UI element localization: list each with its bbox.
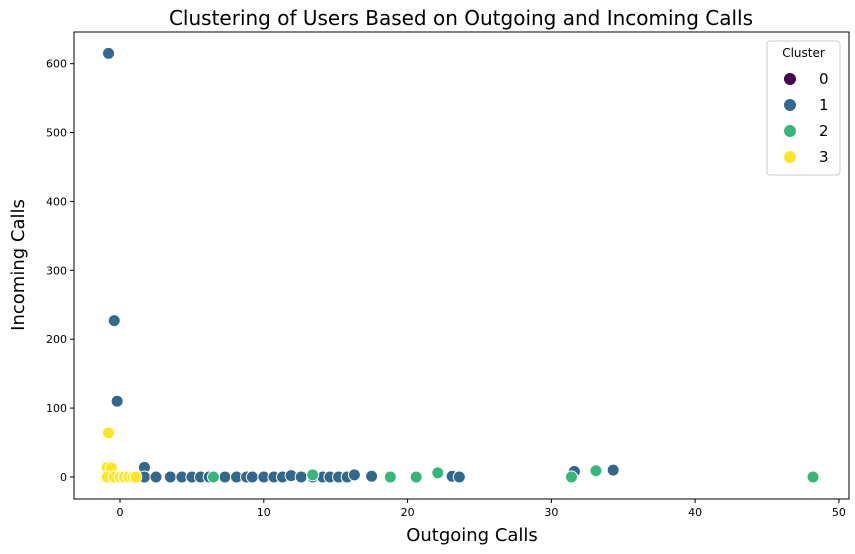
data-point-cluster-1 (606, 463, 620, 477)
legend-title: Cluster (782, 46, 825, 60)
data-point-cluster-2 (806, 470, 820, 484)
data-point-cluster-2 (431, 466, 445, 480)
data-point-cluster-1 (245, 470, 259, 484)
x-axis-label: Outgoing Calls (406, 525, 538, 546)
data-point-cluster-1 (452, 470, 466, 484)
x-tick-label: 0 (117, 506, 124, 519)
legend-label-cluster-0: 0 (819, 70, 829, 88)
y-tick-label: 200 (46, 333, 67, 346)
series-cluster-2 (206, 464, 820, 484)
y-tick-label: 600 (46, 58, 67, 71)
data-point-cluster-1 (149, 470, 163, 484)
data-point-cluster-1 (163, 470, 177, 484)
x-tick-label: 30 (544, 506, 558, 519)
x-tick-label: 50 (832, 506, 846, 519)
data-point-cluster-2 (565, 470, 578, 484)
data-point-cluster-1 (347, 468, 361, 482)
x-tick-label: 10 (257, 506, 271, 519)
data-point-cluster-2 (383, 470, 397, 484)
plot-area (100, 46, 820, 484)
data-point-cluster-2 (409, 470, 423, 484)
data-point-cluster-1 (110, 394, 124, 408)
y-tick-label: 100 (46, 402, 67, 415)
data-point-cluster-1 (107, 314, 121, 328)
x-tick-label: 20 (401, 506, 415, 519)
plot-frame (73, 31, 850, 500)
legend-label-cluster-2: 2 (819, 122, 829, 140)
data-point-cluster-1 (218, 470, 232, 484)
y-tick-label: 400 (46, 195, 67, 208)
legend-marker-cluster-0 (783, 72, 797, 86)
series-cluster-1 (102, 46, 620, 484)
y-tick-label: 0 (60, 471, 67, 484)
data-point-cluster-3 (129, 470, 143, 484)
x-tick-label: 40 (688, 506, 702, 519)
data-point-cluster-2 (206, 470, 220, 484)
legend-marker-cluster-2 (783, 124, 797, 138)
data-point-cluster-2 (589, 464, 603, 478)
legend-label-cluster-1: 1 (819, 96, 829, 114)
legend-label-cluster-3: 3 (819, 148, 829, 166)
legend-marker-cluster-3 (783, 150, 797, 164)
chart-title: Clustering of Users Based on Outgoing an… (169, 6, 753, 30)
data-point-cluster-1 (365, 469, 379, 483)
data-point-cluster-1 (294, 470, 308, 484)
legend-marker-cluster-1 (783, 98, 797, 112)
legend: Cluster 0 1 2 3 (766, 40, 841, 176)
data-point-cluster-1 (102, 46, 116, 60)
legend-box (766, 40, 841, 176)
data-point-cluster-2 (306, 468, 320, 482)
data-point-cluster-3 (102, 426, 116, 440)
y-tick-label: 300 (46, 264, 67, 277)
y-tick-label: 500 (46, 127, 67, 140)
y-axis-label: Incoming Calls (8, 199, 29, 331)
series-cluster-3 (100, 426, 143, 484)
